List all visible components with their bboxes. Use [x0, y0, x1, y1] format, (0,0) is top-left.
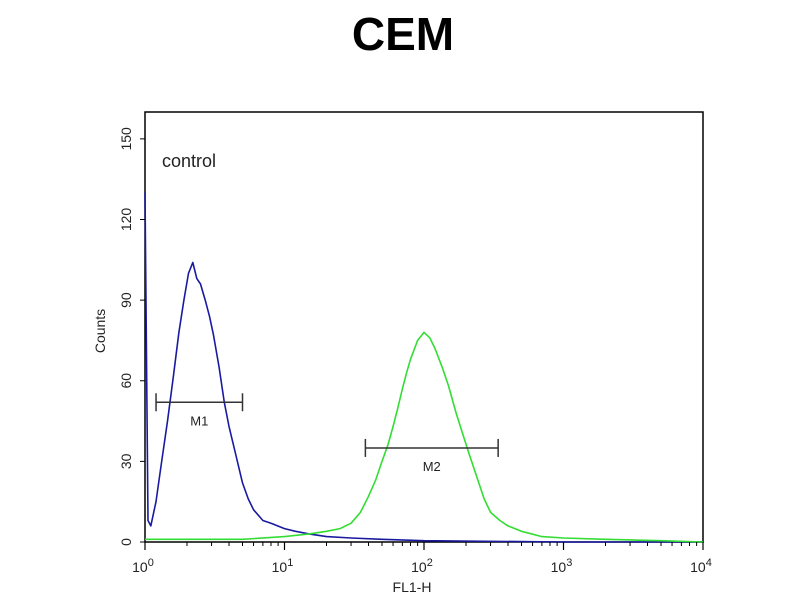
- y-tick-label: 0: [118, 538, 134, 546]
- gate-layer: M1 M2: [155, 393, 499, 474]
- x-tick-label: 103: [551, 557, 573, 575]
- y-tick-label: 60: [118, 373, 134, 389]
- x-ticks: 100 101 102 103 104: [132, 542, 712, 575]
- series-layer: [144, 192, 704, 543]
- y-ticks: 0 30 60 90 120 150: [118, 127, 145, 546]
- y-tick-label: 90: [118, 292, 134, 308]
- y-axis-label: Counts: [92, 309, 108, 353]
- y-tick-label: 30: [118, 453, 134, 469]
- x-tick-label: 100: [132, 557, 154, 575]
- x-tick-label: 104: [690, 557, 712, 575]
- x-tick-label: 102: [411, 557, 433, 575]
- gate-label-m2: M2: [423, 459, 441, 474]
- x-axis-label: FL1-H: [393, 579, 432, 595]
- series-line-1: [144, 192, 703, 543]
- series-line-2: [145, 331, 704, 543]
- y-tick-label: 150: [118, 127, 134, 151]
- annotation-control: control: [162, 151, 216, 171]
- chart-title: CEM: [352, 8, 454, 60]
- y-tick-label: 120: [118, 208, 134, 232]
- plot-frame: [144, 111, 704, 543]
- x-tick-label: 101: [272, 557, 294, 575]
- gate-label-m1: M1: [190, 413, 208, 428]
